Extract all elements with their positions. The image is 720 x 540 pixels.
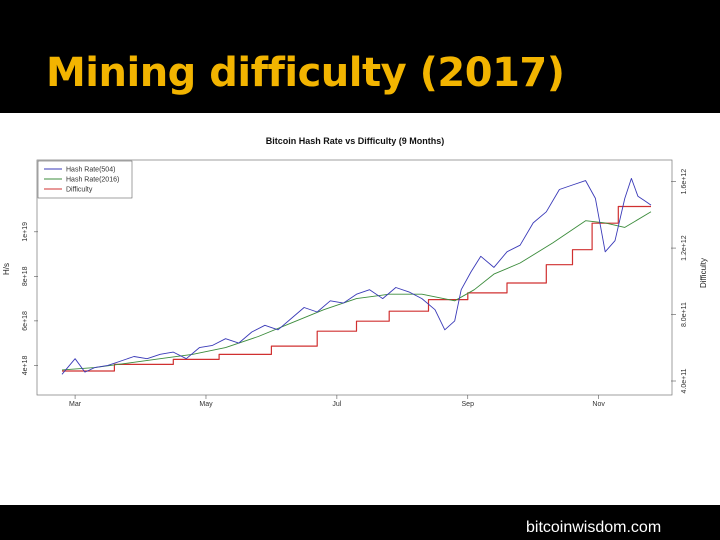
x-tick-label: Mar — [69, 401, 82, 408]
x-tick-label: May — [199, 401, 213, 408]
y-right-tick-label: 1.2e+12 — [681, 235, 688, 261]
legend: Hash Rate(504) Hash Rate(2016) Difficult… — [37, 160, 133, 199]
slide-title: Mining difficulty (2017) — [46, 50, 565, 96]
x-tick-label: Jul — [332, 401, 341, 408]
y-right-tick-label: 4.0e+11 — [681, 368, 688, 393]
y-right-tick-label: 1.6e+12 — [681, 169, 688, 195]
plot-frame — [36, 159, 673, 396]
y-tick-label: 8e+18 — [22, 266, 29, 286]
series-line-hash-rate-2016 — [61, 211, 652, 371]
hash-rate-difficulty-chart: Bitcoin Hash Rate vs Difficulty (9 Month… — [2, 136, 708, 408]
y-axis-right-label: Difficulty — [699, 258, 708, 288]
y-tick-label: 6e+18 — [22, 311, 29, 331]
source-credit: bitcoinwisdom.com — [526, 519, 662, 536]
legend-label-hash-2016: Hash Rate(2016) — [66, 177, 119, 184]
chart-title: Bitcoin Hash Rate vs Difficulty (9 Month… — [266, 136, 445, 146]
x-tick-label: Sep — [462, 401, 475, 408]
series-line-hash-rate-504 — [61, 177, 652, 375]
y-axis-label: H/s — [2, 263, 11, 275]
chart-panel: Bitcoin Hash Rate vs Difficulty (9 Month… — [0, 113, 720, 505]
y-tick-label: 1e+19 — [22, 222, 29, 242]
y-tick-label: 4e+18 — [22, 355, 29, 375]
legend-label-hash-504: Hash Rate(504) — [66, 167, 115, 174]
x-tick-label: Nov — [592, 401, 605, 408]
y-right-tick-label: 8.0e+11 — [681, 302, 688, 327]
legend-label-difficulty: Difficulty — [66, 187, 93, 194]
series-line-difficulty — [62, 205, 651, 372]
